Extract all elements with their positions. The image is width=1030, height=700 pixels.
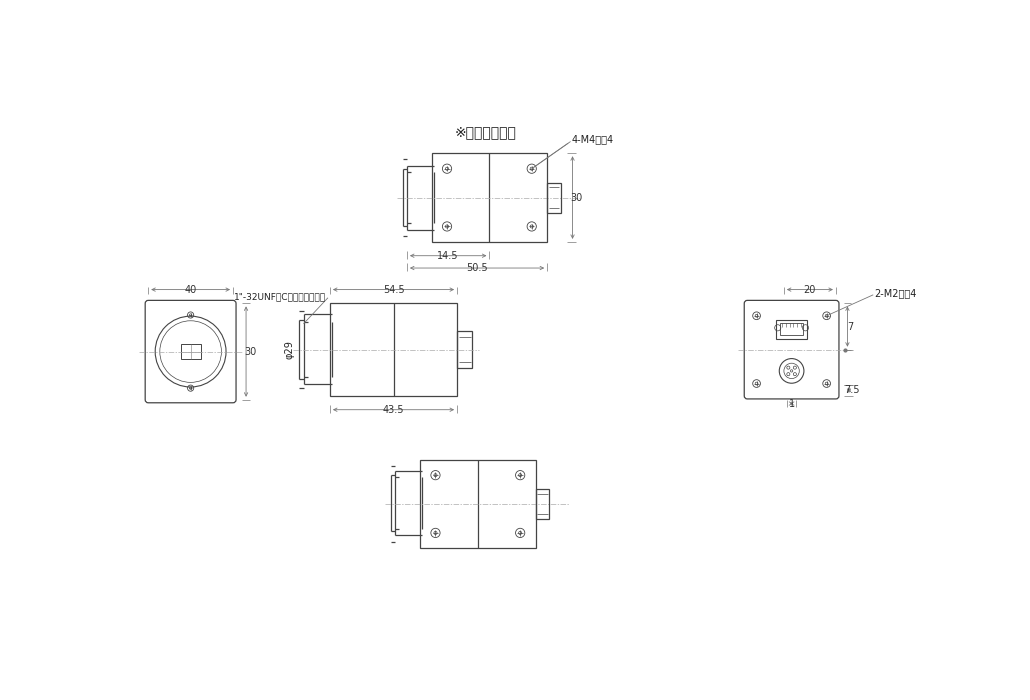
Bar [780,323,803,335]
Text: 4-M4深ご4: 4-M4深ご4 [572,134,614,144]
Text: 7: 7 [848,321,854,332]
Text: 30: 30 [571,193,583,202]
Text: ※対面同一形状: ※対面同一形状 [454,125,516,139]
Text: 1: 1 [789,398,795,409]
Bar [180,344,201,359]
Text: φ29: φ29 [285,340,295,359]
Text: 40: 40 [184,285,197,295]
Text: 1"-32UNF（Cマウントネジ）: 1"-32UNF（Cマウントネジ） [234,292,327,301]
Bar [547,183,561,213]
Text: 2-M2深ご4: 2-M2深ご4 [874,288,917,298]
Text: 43.5: 43.5 [383,405,404,414]
Bar [330,304,457,396]
Text: 50.5: 50.5 [467,263,488,273]
Bar [777,320,806,339]
Text: 54.5: 54.5 [383,285,405,295]
Text: 30: 30 [244,346,256,356]
Text: 20: 20 [803,285,816,295]
Text: 14.5: 14.5 [438,251,459,260]
Bar [536,489,549,519]
Bar [432,153,547,242]
Text: 7.5: 7.5 [845,385,860,396]
Bar [420,460,536,548]
Bar [457,331,473,368]
